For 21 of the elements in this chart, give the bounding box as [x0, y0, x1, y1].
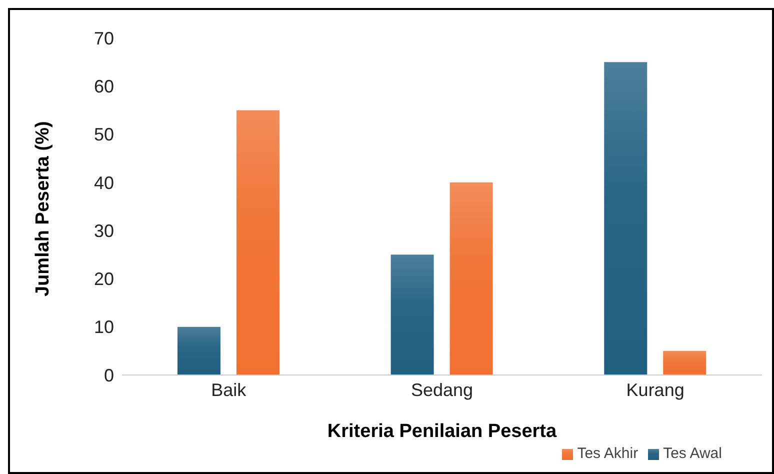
y-tick-label: 20: [94, 269, 114, 290]
y-axis-title: Jumlah Peserta (%): [32, 121, 54, 296]
bar: [604, 62, 648, 375]
bar: [236, 110, 280, 375]
y-tick-label: 10: [94, 317, 114, 338]
y-tick-label: 60: [94, 76, 114, 97]
legend-label: Tes Akhir: [577, 445, 638, 462]
y-tick-label: 40: [94, 172, 114, 193]
bar: [663, 350, 706, 375]
y-tick-label: 70: [94, 28, 114, 48]
legend-label: Tes Awal: [663, 445, 722, 462]
bar: [390, 254, 434, 375]
x-tick-label: Kurang: [626, 380, 684, 400]
bar: [177, 326, 220, 375]
y-tick-label: 50: [94, 124, 114, 145]
x-tick-label: Baik: [211, 380, 248, 400]
y-tick-label: 30: [94, 220, 114, 241]
x-tick-label: Sedang: [410, 380, 474, 400]
bar: [450, 182, 493, 375]
x-axis-title: Kriteria Penilaian Peserta: [327, 421, 558, 442]
y-tick-label: 0: [104, 365, 114, 386]
